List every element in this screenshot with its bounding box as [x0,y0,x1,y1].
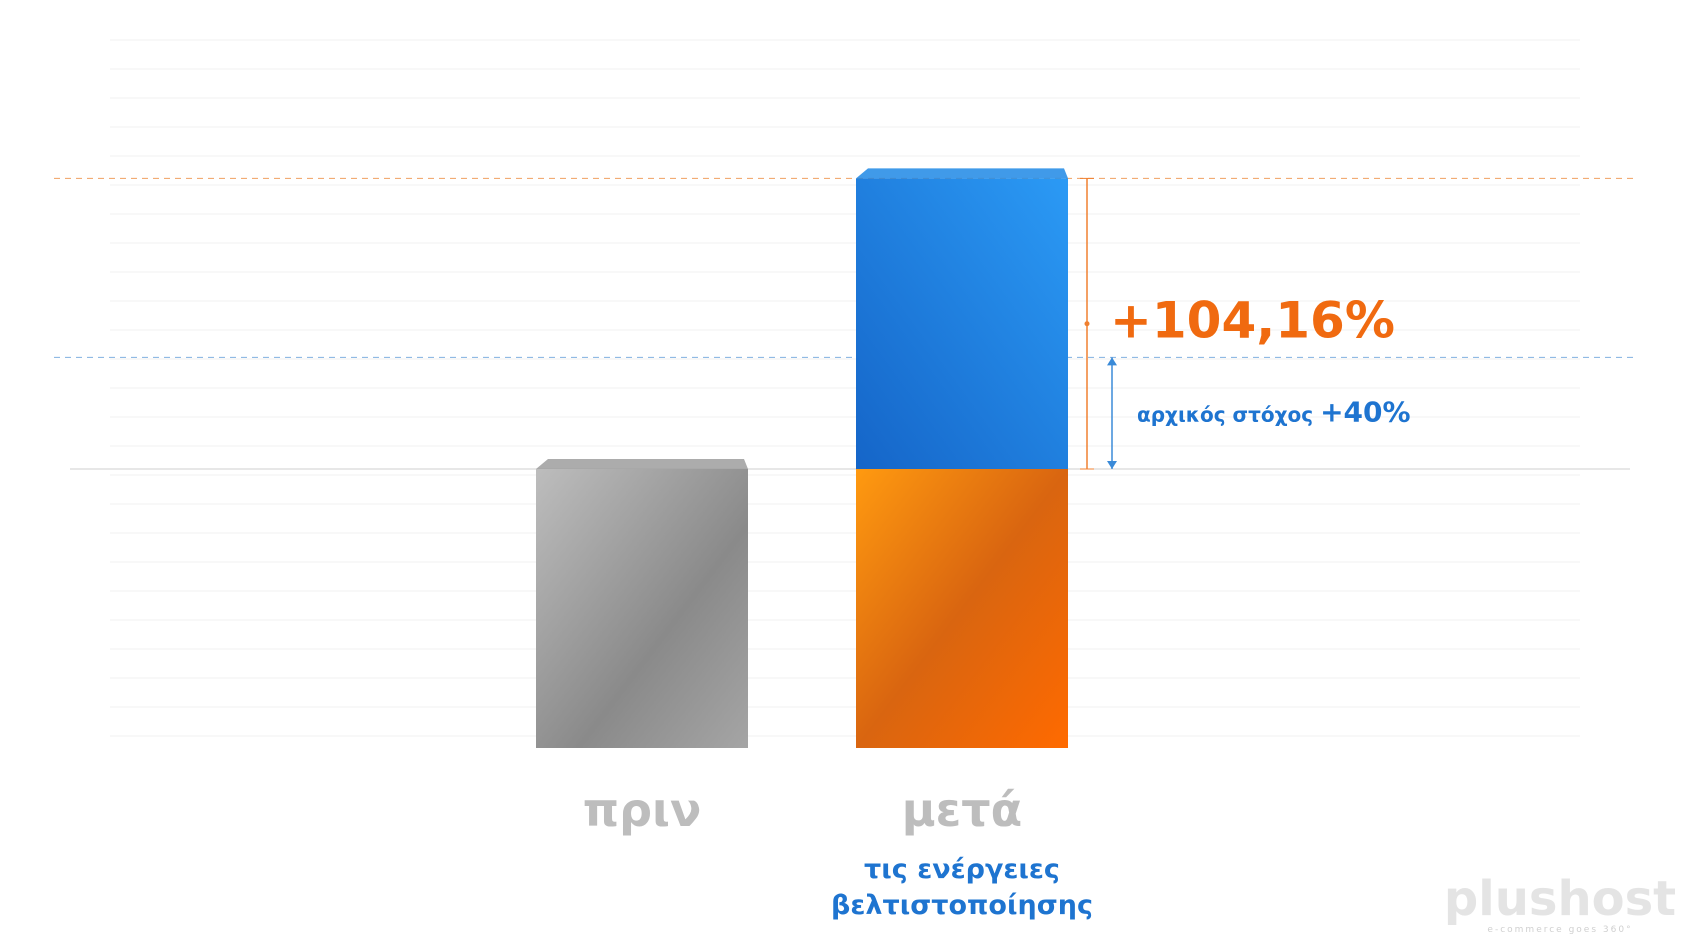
bar [856,178,1068,469]
bar-top [536,459,748,469]
background [54,39,1635,737]
x-tick-label: πριν [583,783,702,837]
target-label: αρχικός στόχος [1137,402,1313,426]
x-tick-label: μετά [902,783,1022,837]
bracket-dot [1084,321,1090,327]
bar-top [856,168,1068,179]
arrow-head [1107,461,1117,469]
logo-tagline: e-commerce goes 360° [1487,925,1632,935]
category-note: βελτιστοποίησης [831,890,1093,921]
bar [536,469,748,748]
logo: plushost [1444,871,1676,927]
target-annotation: αρχικός στόχος +40% [1137,395,1411,428]
arrow-head [1107,357,1117,366]
category-note: τις ενέργειες [864,854,1060,885]
target-value: +40% [1320,395,1410,428]
plot: πριν μετά τις ενέργειες βελτιστοποίησης +104… [536,168,1411,921]
value-label: +104,16% [1110,292,1395,350]
bar [856,469,1068,748]
